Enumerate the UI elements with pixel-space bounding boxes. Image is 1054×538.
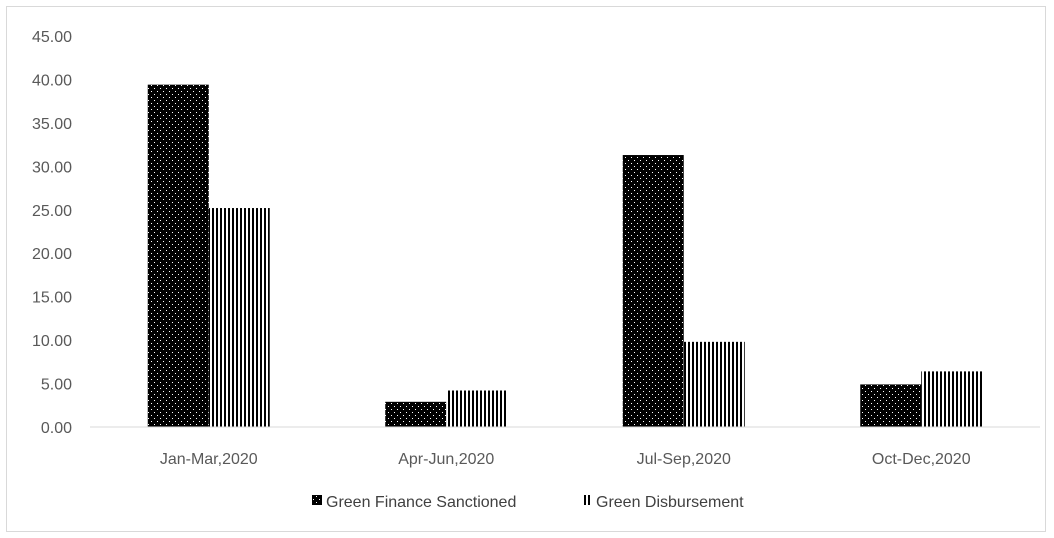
y-tick-label: 25.00 <box>32 203 72 220</box>
y-tick-label: 35.00 <box>32 116 72 133</box>
bar-green-disbursement-1 <box>446 390 508 427</box>
y-tick-label: 0.00 <box>41 420 72 437</box>
bar-green-disbursement-3 <box>921 371 983 427</box>
y-tick-label: 20.00 <box>32 246 72 263</box>
bar-green-finance-sanctioned-2 <box>622 155 684 427</box>
x-tick-label: Jan-Mar,2020 <box>160 451 258 468</box>
x-tick-label: Oct-Dec,2020 <box>872 451 971 468</box>
legend-label-green-finance-sanctioned: Green Finance Sanctioned <box>326 494 516 511</box>
y-tick-label: 5.00 <box>41 377 72 394</box>
x-axis-tick-labels: Jan-Mar,2020 Apr-Jun,2020 Jul-Sep,2020 Oct-… <box>160 451 971 468</box>
x-tick-label: Jul-Sep,2020 <box>637 451 731 468</box>
legend-swatch-green-disbursement <box>582 495 592 505</box>
bars <box>147 84 983 427</box>
x-tick-label: Apr-Jun,2020 <box>398 451 494 468</box>
y-axis-tick-labels: 0.00 5.00 10.00 15.00 20.00 25.00 30.00 35.00 40… <box>32 29 72 437</box>
y-tick-label: 10.00 <box>32 333 72 350</box>
bar-green-disbursement-0 <box>208 208 270 427</box>
y-tick-label: 45.00 <box>32 29 72 46</box>
legend-label-green-disbursement: Green Disbursement <box>596 494 744 511</box>
bar-green-finance-sanctioned-3 <box>860 384 922 427</box>
legend-swatch-green-finance-sanctioned <box>312 495 322 505</box>
legend: Green Finance Sanctioned Green Disburseme… <box>312 494 744 511</box>
bar-green-finance-sanctioned-0 <box>147 84 209 427</box>
bar-green-disbursement-2 <box>683 341 745 427</box>
y-tick-label: 40.00 <box>32 72 72 89</box>
y-tick-label: 15.00 <box>32 290 72 307</box>
bar-green-finance-sanctioned-1 <box>385 401 447 427</box>
y-tick-label: 30.00 <box>32 159 72 176</box>
